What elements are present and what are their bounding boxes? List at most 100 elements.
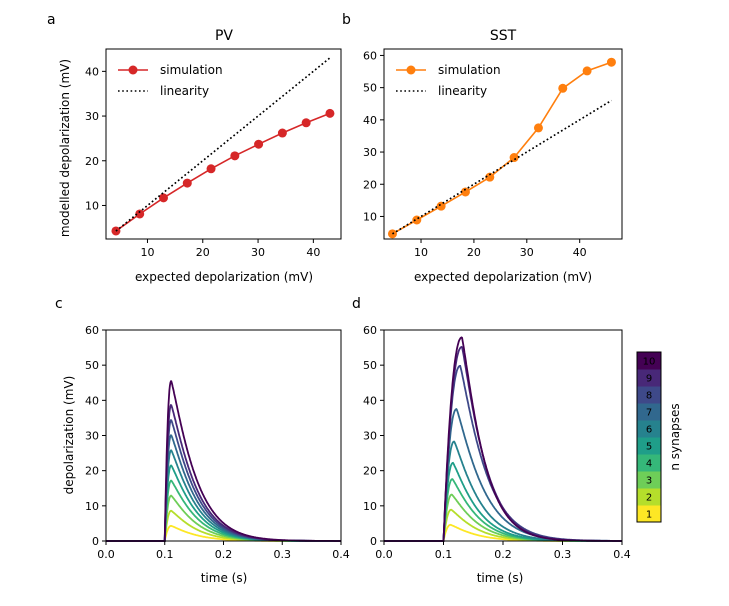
y-tick-label: 0 (92, 535, 99, 548)
colorbar-tick-label: 4 (646, 459, 652, 470)
y-tick-label: 50 (363, 359, 377, 372)
colorbar-tick-label: 8 (646, 391, 652, 402)
x-tick-label: 0.3 (554, 548, 572, 561)
x-tick-label: 0.4 (332, 548, 350, 561)
colorbar-tick-label: 6 (646, 425, 652, 436)
chart-a-point (135, 209, 145, 219)
chart-a-point (182, 178, 192, 188)
legend-simulation-label: simulation (438, 63, 501, 77)
y-tick-label: 0 (370, 535, 377, 548)
chart-a-title: PV (215, 28, 233, 44)
colorbar-label: n synapses (668, 403, 682, 470)
x-tick-label: 0.1 (156, 548, 174, 561)
x-tick-label: 0.2 (215, 548, 233, 561)
colorbar-swatch (637, 369, 661, 387)
x-tick-label: 10 (140, 246, 154, 259)
chart-a-simulation-line (115, 112, 331, 232)
y-tick-label: 20 (85, 155, 99, 168)
y-tick-label: 60 (85, 324, 99, 337)
colorbar-tick-label: 10 (643, 357, 656, 368)
chart-b-point (485, 172, 495, 182)
chart-d: 0.0 0.1 0.2 0.3 0.4 0 10 20 30 40 50 60 (363, 324, 631, 561)
x-tick-label: 0.0 (375, 548, 393, 561)
colorbar-swatch (637, 403, 661, 421)
chart-a-point (254, 139, 264, 149)
chart-a-linearity-line (115, 57, 331, 232)
chart-d-trace (384, 345, 622, 542)
chart-d-trace (384, 407, 622, 542)
legend-simulation-label: simulation (160, 63, 223, 77)
chart-b-frame (383, 48, 623, 240)
y-tick-label: 40 (85, 394, 99, 407)
legend-simulation-marker (128, 65, 138, 75)
x-tick-label: 0.3 (274, 548, 292, 561)
chart-b-point (509, 153, 519, 163)
chart-c-trace (106, 380, 341, 542)
colorbar-tick-label: 1 (646, 510, 652, 521)
chart-a-point (230, 151, 240, 161)
colorbar-tick-label: 5 (646, 442, 652, 453)
chart-b-point (582, 66, 592, 76)
chart-a-xlabel: expected depolarization (mV) (135, 270, 313, 284)
y-tick-label: 30 (85, 110, 99, 123)
x-tick-label: 40 (573, 246, 587, 259)
y-tick-label: 30 (363, 146, 377, 159)
y-tick-label: 20 (363, 465, 377, 478)
colorbar-swatch (637, 471, 661, 489)
chart-a: simulation linearity 10 20 30 40 10 20 30 40 (85, 48, 342, 259)
chart-b-title: SST (490, 28, 517, 44)
chart-a-point (206, 164, 216, 174)
x-tick-label: 0.0 (97, 548, 115, 561)
chart-b-point (558, 83, 568, 93)
chart-b-point (387, 229, 397, 239)
chart-d-trace (384, 364, 622, 542)
panel-label-a: a (47, 12, 56, 28)
chart-a-linearity-overlay (115, 57, 331, 232)
panel-label-b: b (342, 12, 351, 28)
legend-simulation-marker (406, 65, 416, 75)
y-tick-label: 20 (85, 465, 99, 478)
x-tick-label: 30 (520, 246, 534, 259)
colorbar-tick-label: 3 (646, 476, 652, 487)
colorbar-swatch (637, 454, 661, 472)
y-tick-label: 10 (85, 500, 99, 513)
chart-b: simulation linearity 10 20 30 40 10 20 30 40 50 60 (363, 48, 623, 259)
x-tick-label: 40 (306, 246, 320, 259)
chart-c-xlabel: time (s) (201, 571, 248, 585)
chart-d-xlabel: time (s) (477, 571, 524, 585)
chart-b-point (460, 187, 470, 197)
y-tick-label: 60 (363, 324, 377, 337)
colorbar-swatch (637, 488, 661, 506)
x-tick-label: 0.2 (494, 548, 512, 561)
colorbar-swatch (637, 437, 661, 455)
y-tick-label: 40 (363, 394, 377, 407)
x-tick-label: 10 (414, 246, 428, 259)
colorbar-tick-label: 9 (646, 374, 652, 385)
chart-a-point (301, 118, 311, 128)
chart-a-point (111, 226, 121, 236)
colorbar-tick-label: 2 (646, 493, 652, 504)
x-tick-label: 20 (196, 246, 210, 259)
colorbar-swatch (637, 420, 661, 438)
chart-c-trace (106, 404, 341, 542)
chart-c: 0.0 0.1 0.2 0.3 0.4 0 10 20 30 40 50 60 (85, 324, 350, 561)
y-tick-label: 40 (363, 114, 377, 127)
x-tick-label: 20 (467, 246, 481, 259)
chart-a-point (277, 128, 287, 138)
panel-label-c: c (55, 296, 63, 312)
y-tick-label: 40 (85, 65, 99, 78)
y-tick-label: 60 (363, 49, 377, 62)
chart-b-linearity-overlay (392, 99, 612, 235)
y-tick-label: 10 (363, 500, 377, 513)
chart-a-point (159, 193, 169, 203)
y-tick-label: 10 (85, 199, 99, 212)
chart-c-frame (105, 329, 342, 542)
chart-a-point (325, 108, 335, 118)
colorbar-swatch (637, 352, 661, 370)
chart-b-point (533, 123, 543, 133)
chart-b-point (606, 57, 616, 67)
y-tick-label: 30 (85, 430, 99, 443)
y-tick-label: 30 (363, 430, 377, 443)
colorbar-swatch (637, 505, 661, 523)
